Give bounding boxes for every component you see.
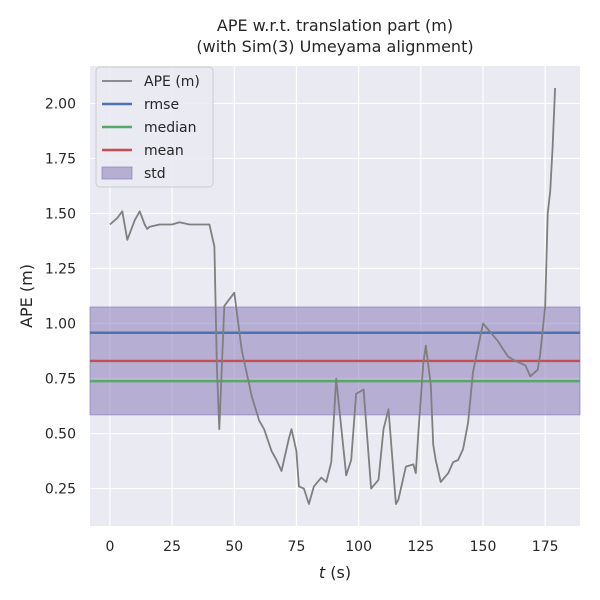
y-tick-labels: 0.25 0.50 0.75 1.00 1.25 1.50 1.75 2.00 (45, 96, 76, 497)
legend-swatch-std (101, 166, 133, 180)
chart-subtitle: (with Sim(3) Umeyama alignment) (196, 37, 473, 56)
x-axis-unit: (s) (325, 563, 351, 582)
chart-title: APE w.r.t. translation part (m) (217, 16, 453, 35)
y-tick-label: 1.75 (45, 151, 76, 167)
legend: APE (m) rmse median mean std (95, 66, 214, 188)
x-tick-label: 50 (225, 539, 243, 555)
y-tick-label: 1.25 (45, 261, 76, 277)
y-tick-label: 2.00 (45, 96, 76, 112)
x-tick-label: 75 (288, 539, 306, 555)
legend-label-mean: mean (144, 143, 184, 159)
legend-label-median: median (144, 120, 196, 136)
plot-area (89, 66, 581, 526)
y-tick-label: 1.50 (45, 206, 76, 222)
x-tick-label: 25 (163, 539, 181, 555)
legend-label-APE (m): APE (m) (144, 74, 200, 90)
y-tick-label: 0.50 (45, 427, 76, 443)
ape-series-line (109, 87, 556, 505)
y-tick-label: 0.25 (45, 482, 76, 498)
y-axis-label: APE (m) (17, 264, 36, 328)
legend-frame (95, 66, 214, 188)
x-tick-label: 0 (105, 539, 114, 555)
y-tick-label: 1.00 (45, 317, 76, 333)
y-tick-label: 0.75 (45, 372, 76, 388)
x-tick-labels: 0 25 50 75 100 125 150 175 (105, 539, 558, 555)
x-tick-label: 150 (470, 539, 497, 555)
statistic-lines (90, 331, 580, 383)
x-axis-label: t (s) (319, 563, 351, 582)
x-tick-label: 100 (345, 539, 372, 555)
legend-label-std: std (144, 166, 166, 182)
x-tick-label: 175 (532, 539, 559, 555)
x-axis-variable: t (319, 563, 326, 582)
x-tick-label: 125 (407, 539, 434, 555)
ape-series-layer (109, 87, 556, 505)
legend-label-rmse: rmse (144, 97, 179, 113)
